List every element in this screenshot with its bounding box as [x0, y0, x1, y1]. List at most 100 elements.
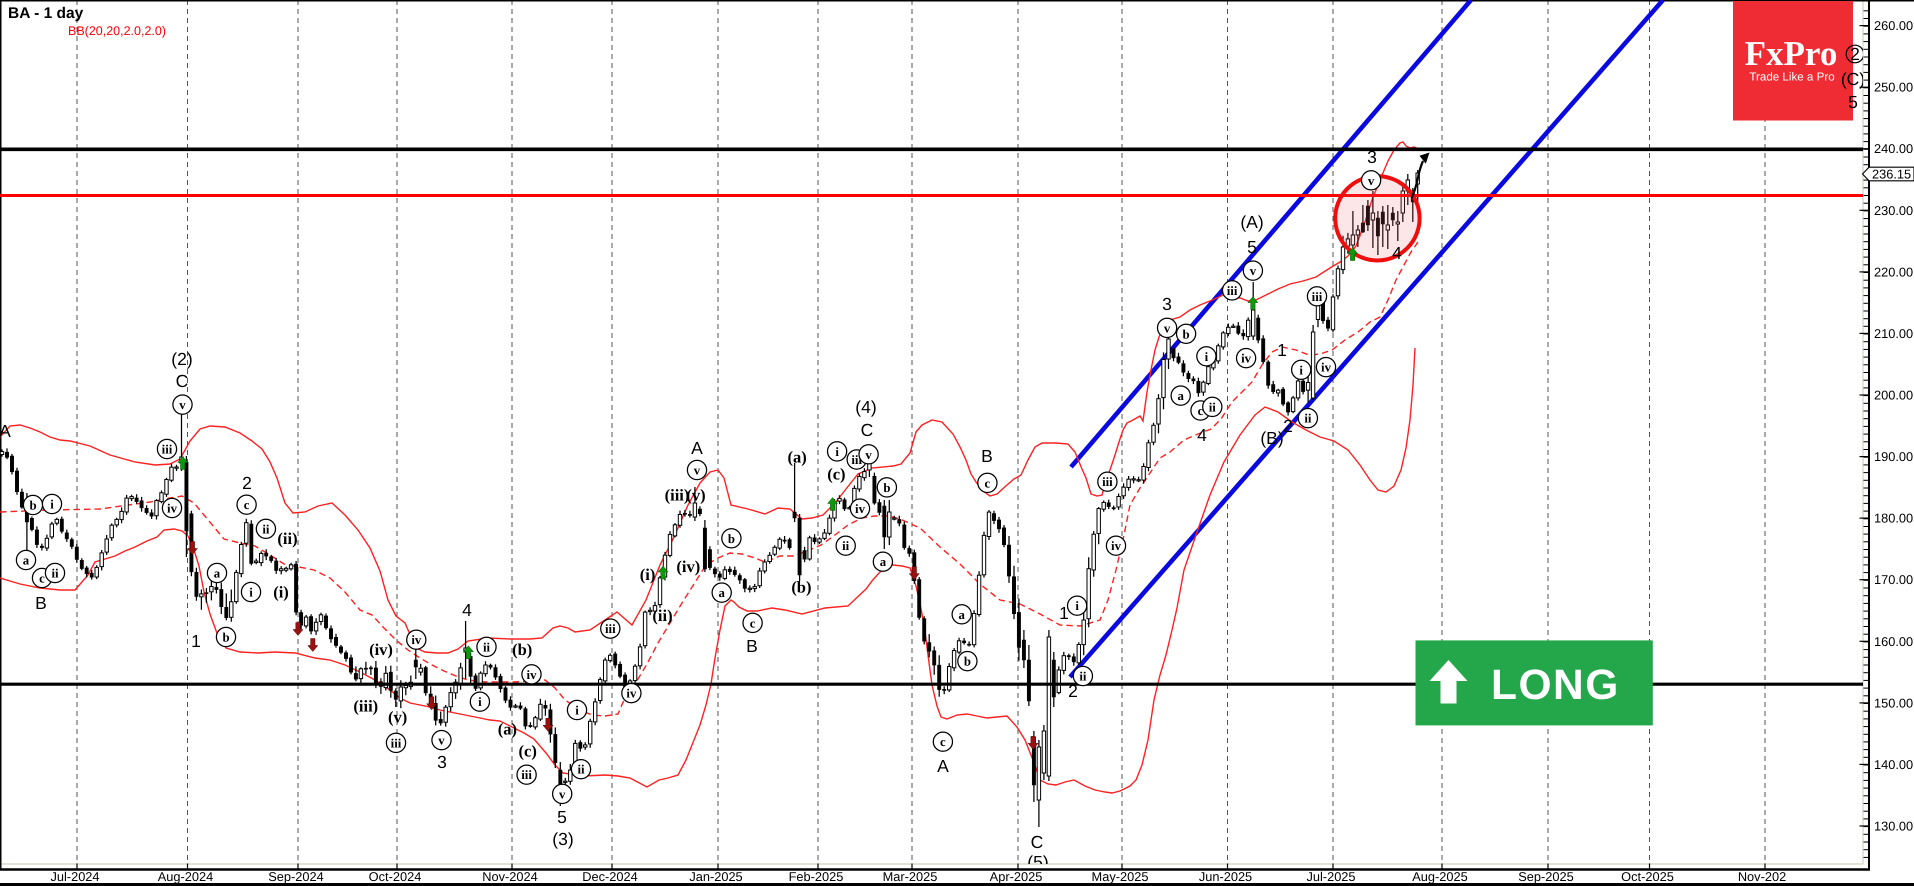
svg-text:i: i	[1205, 350, 1209, 364]
svg-text:220.00: 220.00	[1874, 264, 1913, 279]
svg-text:a: a	[23, 554, 30, 568]
svg-text:(2): (2)	[171, 349, 192, 369]
svg-text:b: b	[883, 481, 890, 495]
svg-text:v: v	[694, 464, 701, 478]
svg-text:(v): (v)	[686, 486, 705, 505]
svg-text:ii: ii	[1209, 400, 1217, 414]
svg-text:(a): (a)	[787, 448, 806, 467]
svg-text:ii: ii	[1079, 670, 1087, 684]
svg-text:(iii): (iii)	[353, 697, 378, 716]
svg-text:i: i	[249, 586, 253, 600]
svg-text:iii: iii	[521, 768, 532, 782]
svg-text:(i): (i)	[273, 583, 289, 602]
svg-text:ii: ii	[1304, 412, 1312, 426]
svg-text:4: 4	[1392, 243, 1402, 263]
svg-text:(c): (c)	[519, 742, 537, 761]
svg-text:i: i	[1075, 599, 1079, 613]
svg-text:Mar-2025: Mar-2025	[883, 869, 938, 884]
svg-text:b: b	[728, 532, 735, 546]
svg-text:c: c	[750, 616, 756, 630]
svg-text:iv: iv	[411, 633, 422, 647]
svg-text:(b): (b)	[791, 578, 811, 597]
svg-text:240.00: 240.00	[1874, 141, 1913, 156]
svg-text:(C): (C)	[1841, 69, 1865, 89]
svg-text:BA - 1 day: BA - 1 day	[8, 5, 84, 22]
svg-text:A: A	[0, 421, 11, 441]
svg-text:b: b	[964, 655, 971, 669]
svg-text:2: 2	[1283, 416, 1293, 436]
svg-text:B: B	[981, 446, 993, 466]
svg-text:(5): (5)	[1027, 852, 1048, 872]
svg-text:236.15: 236.15	[1872, 167, 1911, 182]
svg-text:Nov-202: Nov-202	[1738, 869, 1786, 884]
svg-text:c: c	[940, 735, 946, 749]
svg-text:ii: ii	[483, 640, 491, 654]
svg-text:ii: ii	[262, 522, 270, 536]
svg-text:a: a	[718, 586, 725, 600]
svg-text:2: 2	[1068, 681, 1078, 701]
svg-text:Jul-2024: Jul-2024	[50, 869, 99, 884]
svg-text:(B): (B)	[1260, 428, 1283, 448]
svg-text:(4): (4)	[855, 397, 876, 417]
svg-text:May-2025: May-2025	[1092, 869, 1149, 884]
svg-text:(iii): (iii)	[665, 486, 690, 505]
svg-text:Jan-2025: Jan-2025	[689, 869, 742, 884]
svg-text:(3): (3)	[552, 829, 573, 849]
svg-text:4: 4	[1197, 425, 1207, 445]
svg-text:iv: iv	[1321, 361, 1332, 375]
svg-text:b: b	[1183, 327, 1190, 341]
svg-text:(A): (A)	[1240, 212, 1263, 232]
svg-text:180.00: 180.00	[1874, 511, 1913, 526]
svg-text:2: 2	[242, 473, 252, 493]
svg-text:(v): (v)	[388, 708, 407, 727]
svg-text:a: a	[958, 608, 965, 622]
svg-text:5: 5	[1848, 92, 1858, 112]
svg-text:v: v	[179, 398, 186, 412]
svg-text:1: 1	[191, 631, 201, 651]
svg-text:190.00: 190.00	[1874, 449, 1913, 464]
svg-text:(iv): (iv)	[676, 557, 700, 576]
svg-text:140.00: 140.00	[1874, 757, 1913, 772]
svg-text:Sep-2024: Sep-2024	[268, 869, 324, 884]
svg-text:iii: iii	[605, 622, 616, 636]
svg-text:a: a	[880, 555, 887, 569]
svg-text:1: 1	[1059, 603, 1069, 623]
svg-text:4: 4	[462, 600, 472, 620]
svg-text:i: i	[575, 704, 579, 718]
svg-text:ii: ii	[842, 539, 850, 553]
svg-text:v: v	[559, 787, 566, 801]
svg-text:Aug-2025: Aug-2025	[1412, 869, 1468, 884]
svg-text:v: v	[1368, 174, 1375, 188]
svg-text:iii: iii	[851, 453, 862, 467]
svg-text:Aug-2024: Aug-2024	[158, 869, 214, 884]
svg-text:2: 2	[1850, 44, 1860, 64]
svg-text:iii: iii	[391, 736, 402, 750]
svg-text:1: 1	[1277, 340, 1287, 360]
svg-text:(ii): (ii)	[652, 606, 672, 625]
svg-text:iv: iv	[1241, 352, 1252, 366]
svg-text:230.00: 230.00	[1874, 203, 1913, 218]
svg-text:iv: iv	[626, 687, 637, 701]
svg-text:iii: iii	[1102, 475, 1113, 489]
svg-text:i: i	[50, 498, 54, 512]
svg-text:Jun-2025: Jun-2025	[1199, 869, 1252, 884]
svg-text:5: 5	[1247, 237, 1257, 257]
svg-text:a: a	[214, 567, 221, 581]
svg-text:(iv): (iv)	[369, 640, 393, 659]
svg-text:150.00: 150.00	[1874, 695, 1913, 710]
svg-text:c: c	[985, 476, 991, 490]
svg-text:iv: iv	[527, 668, 538, 682]
svg-text:170.00: 170.00	[1874, 572, 1913, 587]
svg-text:Feb-2025: Feb-2025	[789, 869, 844, 884]
svg-text:i: i	[835, 445, 839, 459]
svg-text:(a): (a)	[498, 720, 517, 739]
svg-text:Oct-2024: Oct-2024	[369, 869, 422, 884]
svg-text:C: C	[176, 371, 189, 391]
svg-text:Dec-2024: Dec-2024	[582, 869, 638, 884]
svg-text:160.00: 160.00	[1874, 634, 1913, 649]
svg-text:260.00: 260.00	[1874, 18, 1913, 33]
svg-text:ii: ii	[577, 763, 585, 777]
svg-text:B: B	[35, 593, 47, 613]
svg-text:v: v	[1250, 264, 1257, 278]
svg-text:c: c	[1198, 404, 1204, 418]
